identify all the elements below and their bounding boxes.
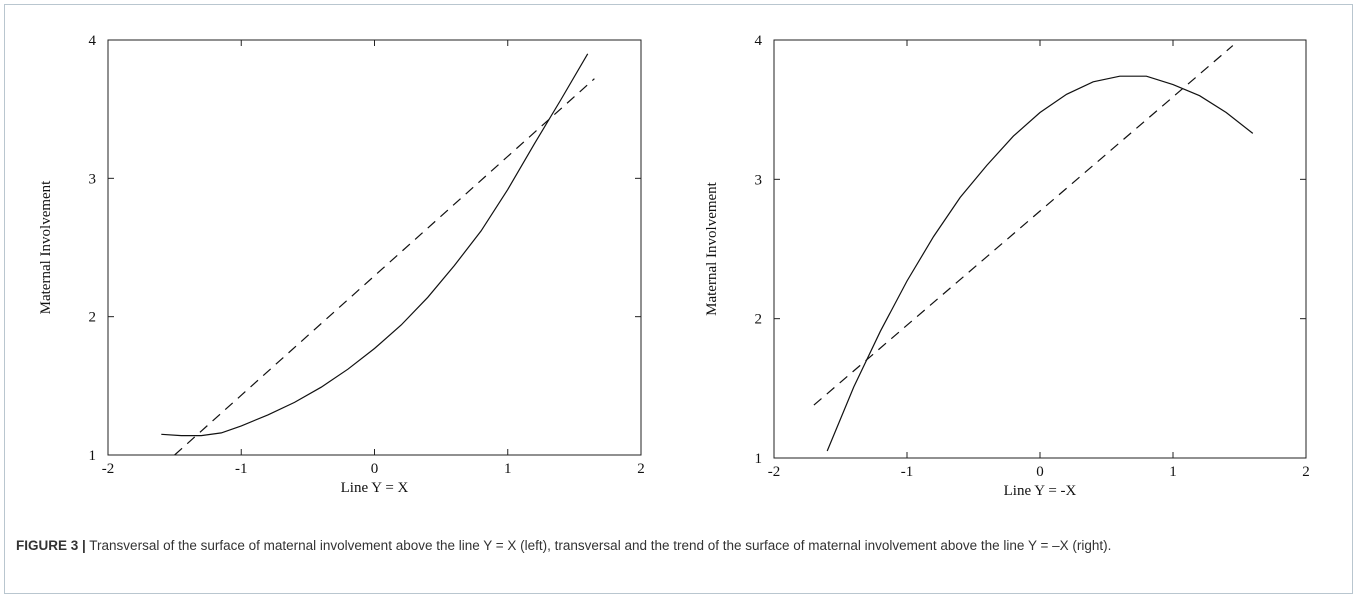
plot-frame [773,39,1307,459]
x-tick-label: 2 [1302,464,1310,480]
caption-text: Transversal of the surface of maternal i… [85,538,1112,553]
chart-left: 1 2 3 4 -2 -1 0 1 2 Line Y = X Maternal Involvemen… [38,33,645,496]
y-tick-label: 2 [89,310,97,326]
y-tick-label: 2 [755,312,763,328]
series-line-solid [826,75,1254,452]
x-axis-label: Line Y = -X [1004,483,1077,499]
y-axis-label: Maternal Involvement [704,181,720,316]
x-tick-label: 1 [1169,464,1177,480]
figure-charts: 1 2 3 4 -2 -1 0 1 2 Line Y = X Maternal Involvemen… [38,33,1310,499]
x-tick-label: -2 [102,461,115,477]
x-tick-label: 0 [371,461,379,477]
y-axis-label: Maternal Involvement [38,180,54,315]
figure-caption: FIGURE 3 | Transversal of the surface of… [16,536,1346,556]
y-tick-label: 3 [755,172,763,188]
chart-right: 1 2 3 4 -2 -1 0 1 2 Line Y = -X Maternal Involveme… [704,33,1310,499]
x-tick-label: 1 [504,461,512,477]
series-line-dashed [813,45,1234,406]
y-tick-label: 1 [89,448,97,464]
x-tick-label: 0 [1036,464,1044,480]
caption-label: FIGURE 3 | [16,538,86,553]
x-tick-label: -1 [235,461,248,477]
x-axis-label: Line Y = X [341,480,409,496]
y-tick-label: 4 [755,33,763,49]
y-tick-label: 3 [89,171,97,187]
x-tick-label: 2 [637,461,645,477]
plot-frame [107,39,642,456]
figure-frame [4,4,1353,594]
x-tick-label: -1 [901,464,914,480]
series-line-solid [161,53,589,437]
x-tick-label: -2 [768,464,781,480]
y-tick-label: 1 [755,451,763,467]
series-line-dashed [174,78,595,456]
y-tick-label: 4 [89,33,97,49]
